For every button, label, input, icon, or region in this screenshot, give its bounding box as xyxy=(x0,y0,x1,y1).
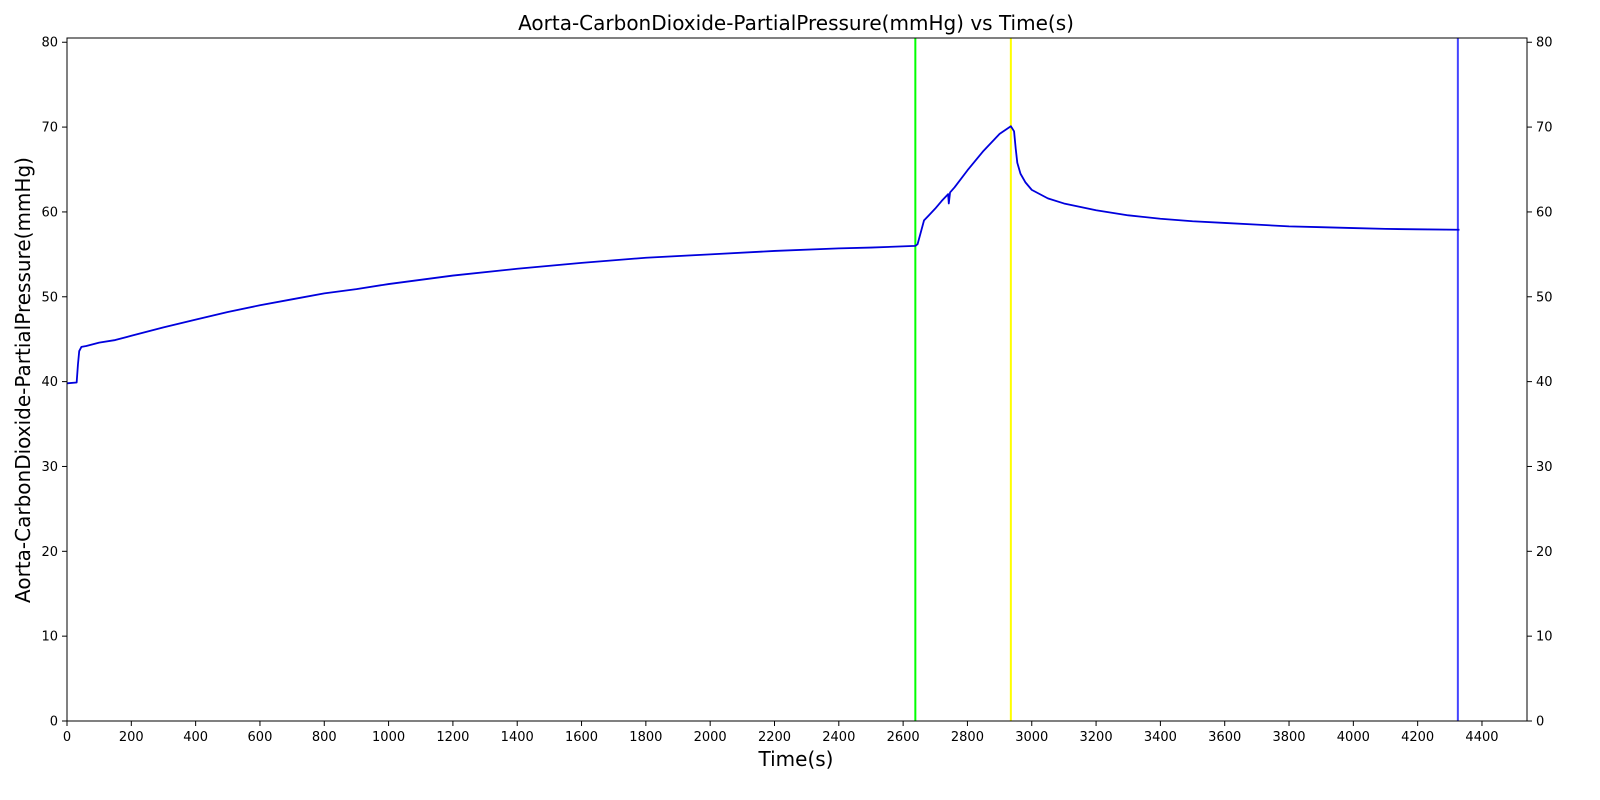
y-tick-label-right: 20 xyxy=(1536,545,1553,560)
plot-frame xyxy=(66,37,1528,722)
y-tick-label-right: 60 xyxy=(1536,205,1553,220)
x-tick-label: 2000 xyxy=(694,730,727,745)
y-tick-label-right: 80 xyxy=(1536,36,1553,51)
x-tick-label: 3200 xyxy=(1080,730,1113,745)
chart-title: Aorta-CarbonDioxide-PartialPressure(mmHg… xyxy=(518,11,1074,35)
x-tick-label: 4400 xyxy=(1465,730,1498,745)
x-tick-label: 1400 xyxy=(501,730,534,745)
y-tick-label-left: 80 xyxy=(41,36,58,51)
x-tick-label: 3600 xyxy=(1208,730,1241,745)
x-tick-label: 1800 xyxy=(629,730,662,745)
x-tick-label: 3400 xyxy=(1144,730,1177,745)
y-tick-label-left: 50 xyxy=(41,290,58,305)
y-axis-label: Aorta-CarbonDioxide-PartialPressure(mmHg… xyxy=(11,157,35,603)
x-tick-label: 800 xyxy=(312,730,337,745)
y-tick-label-right: 0 xyxy=(1536,715,1544,730)
y-tick-label-left: 40 xyxy=(41,375,58,390)
x-tick-label: 4200 xyxy=(1401,730,1434,745)
x-tick-label: 1600 xyxy=(565,730,598,745)
x-axis-label: Time(s) xyxy=(758,747,834,771)
y-tick-label-right: 10 xyxy=(1536,630,1553,645)
x-tick-label: 600 xyxy=(248,730,273,745)
x-tick-label: 2800 xyxy=(951,730,984,745)
x-tick-label: 4000 xyxy=(1337,730,1370,745)
x-tick-label: 3800 xyxy=(1272,730,1305,745)
x-tick-label: 2400 xyxy=(822,730,855,745)
y-tick-label-right: 70 xyxy=(1536,121,1553,136)
x-tick-label: 400 xyxy=(183,730,208,745)
series-line-0 xyxy=(66,125,1460,385)
x-tick-label: 200 xyxy=(119,730,144,745)
x-tick-label: 2200 xyxy=(758,730,791,745)
y-tick-label-right: 50 xyxy=(1536,290,1553,305)
y-tick-label-left: 70 xyxy=(41,121,58,136)
plot-area: 0 200 400 600 800 1000 1200 1400 1600 1800 2000 220… xyxy=(41,36,1552,745)
x-tick-label: 0 xyxy=(63,730,71,745)
y-tick-label-left: 0 xyxy=(50,715,58,730)
x-tick-label: 3000 xyxy=(1015,730,1048,745)
y-tick-label-left: 20 xyxy=(41,545,58,560)
y-tick-label-left: 30 xyxy=(41,460,58,475)
y-tick-label-left: 10 xyxy=(41,630,58,645)
y-tick-label-left: 60 xyxy=(41,205,58,220)
x-tick-label: 1200 xyxy=(436,730,469,745)
x-tick-label: 1000 xyxy=(372,730,405,745)
y-tick-label-right: 30 xyxy=(1536,460,1553,475)
y-tick-label-right: 40 xyxy=(1536,375,1553,390)
x-tick-label: 2600 xyxy=(887,730,920,745)
